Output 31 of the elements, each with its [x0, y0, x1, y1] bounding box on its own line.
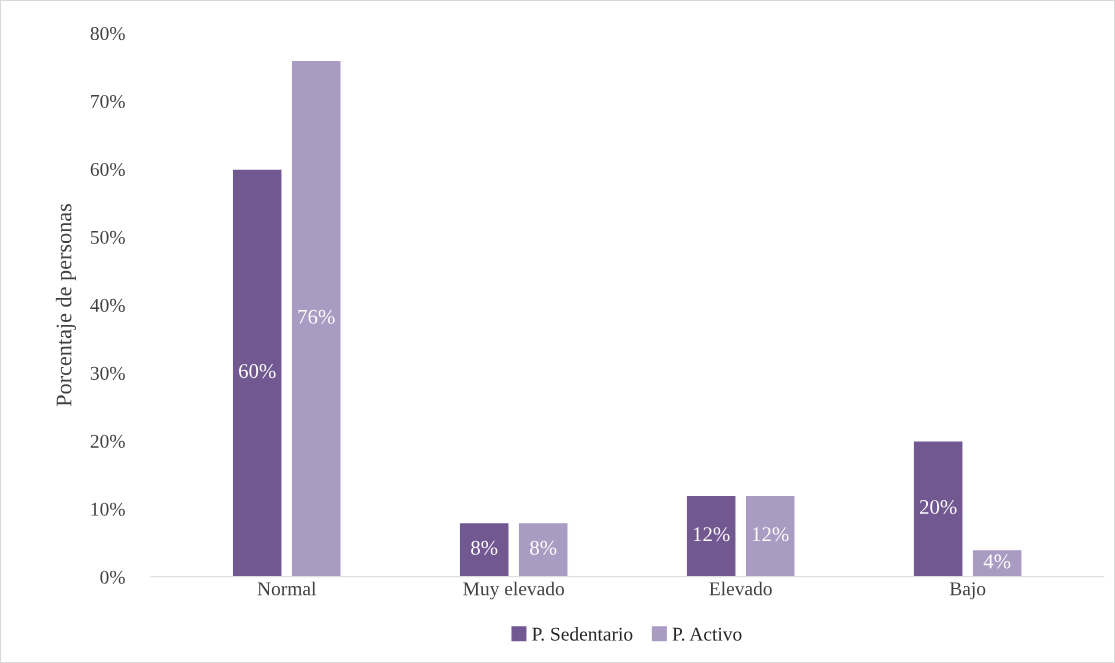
y-tick-label: 30%: [90, 366, 125, 380]
legend-label: P. Activo: [672, 627, 742, 641]
x-tick-label: Elevado: [709, 581, 772, 596]
data-label: 20%: [919, 500, 957, 515]
bar: [290, 59, 342, 577]
y-tick-label: 60%: [90, 162, 125, 177]
data-label: 8%: [471, 540, 498, 555]
bar: [744, 494, 796, 577]
bar: [912, 440, 964, 577]
bar: [458, 521, 510, 577]
y-tick-label: 40%: [90, 298, 125, 312]
bar: [685, 494, 737, 577]
bar: [231, 168, 283, 577]
y-tick-label: 20%: [90, 434, 125, 448]
x-tick-label: Normal: [257, 581, 317, 596]
x-tick-label: Bajo: [949, 582, 986, 600]
data-label: 8%: [530, 540, 557, 555]
data-label: 60%: [239, 364, 276, 379]
y-tick-label: 70%: [91, 94, 125, 109]
y-tick-label: 80%: [90, 26, 125, 41]
y-tick-label: 10%: [91, 502, 125, 516]
legend-label: P. Sedentario: [532, 627, 633, 641]
data-label: 4%: [983, 554, 1011, 569]
data-label: 12%: [693, 527, 730, 542]
y-tick-label: 0%: [100, 570, 125, 584]
data-label: 12%: [752, 527, 789, 542]
x-tick-label: Muy elevado: [463, 581, 564, 600]
data-label: 76%: [298, 309, 335, 324]
y-tick-label: 50%: [91, 230, 125, 245]
bar: [517, 521, 569, 577]
y-axis-title: Porcentaje de personas: [55, 203, 76, 407]
